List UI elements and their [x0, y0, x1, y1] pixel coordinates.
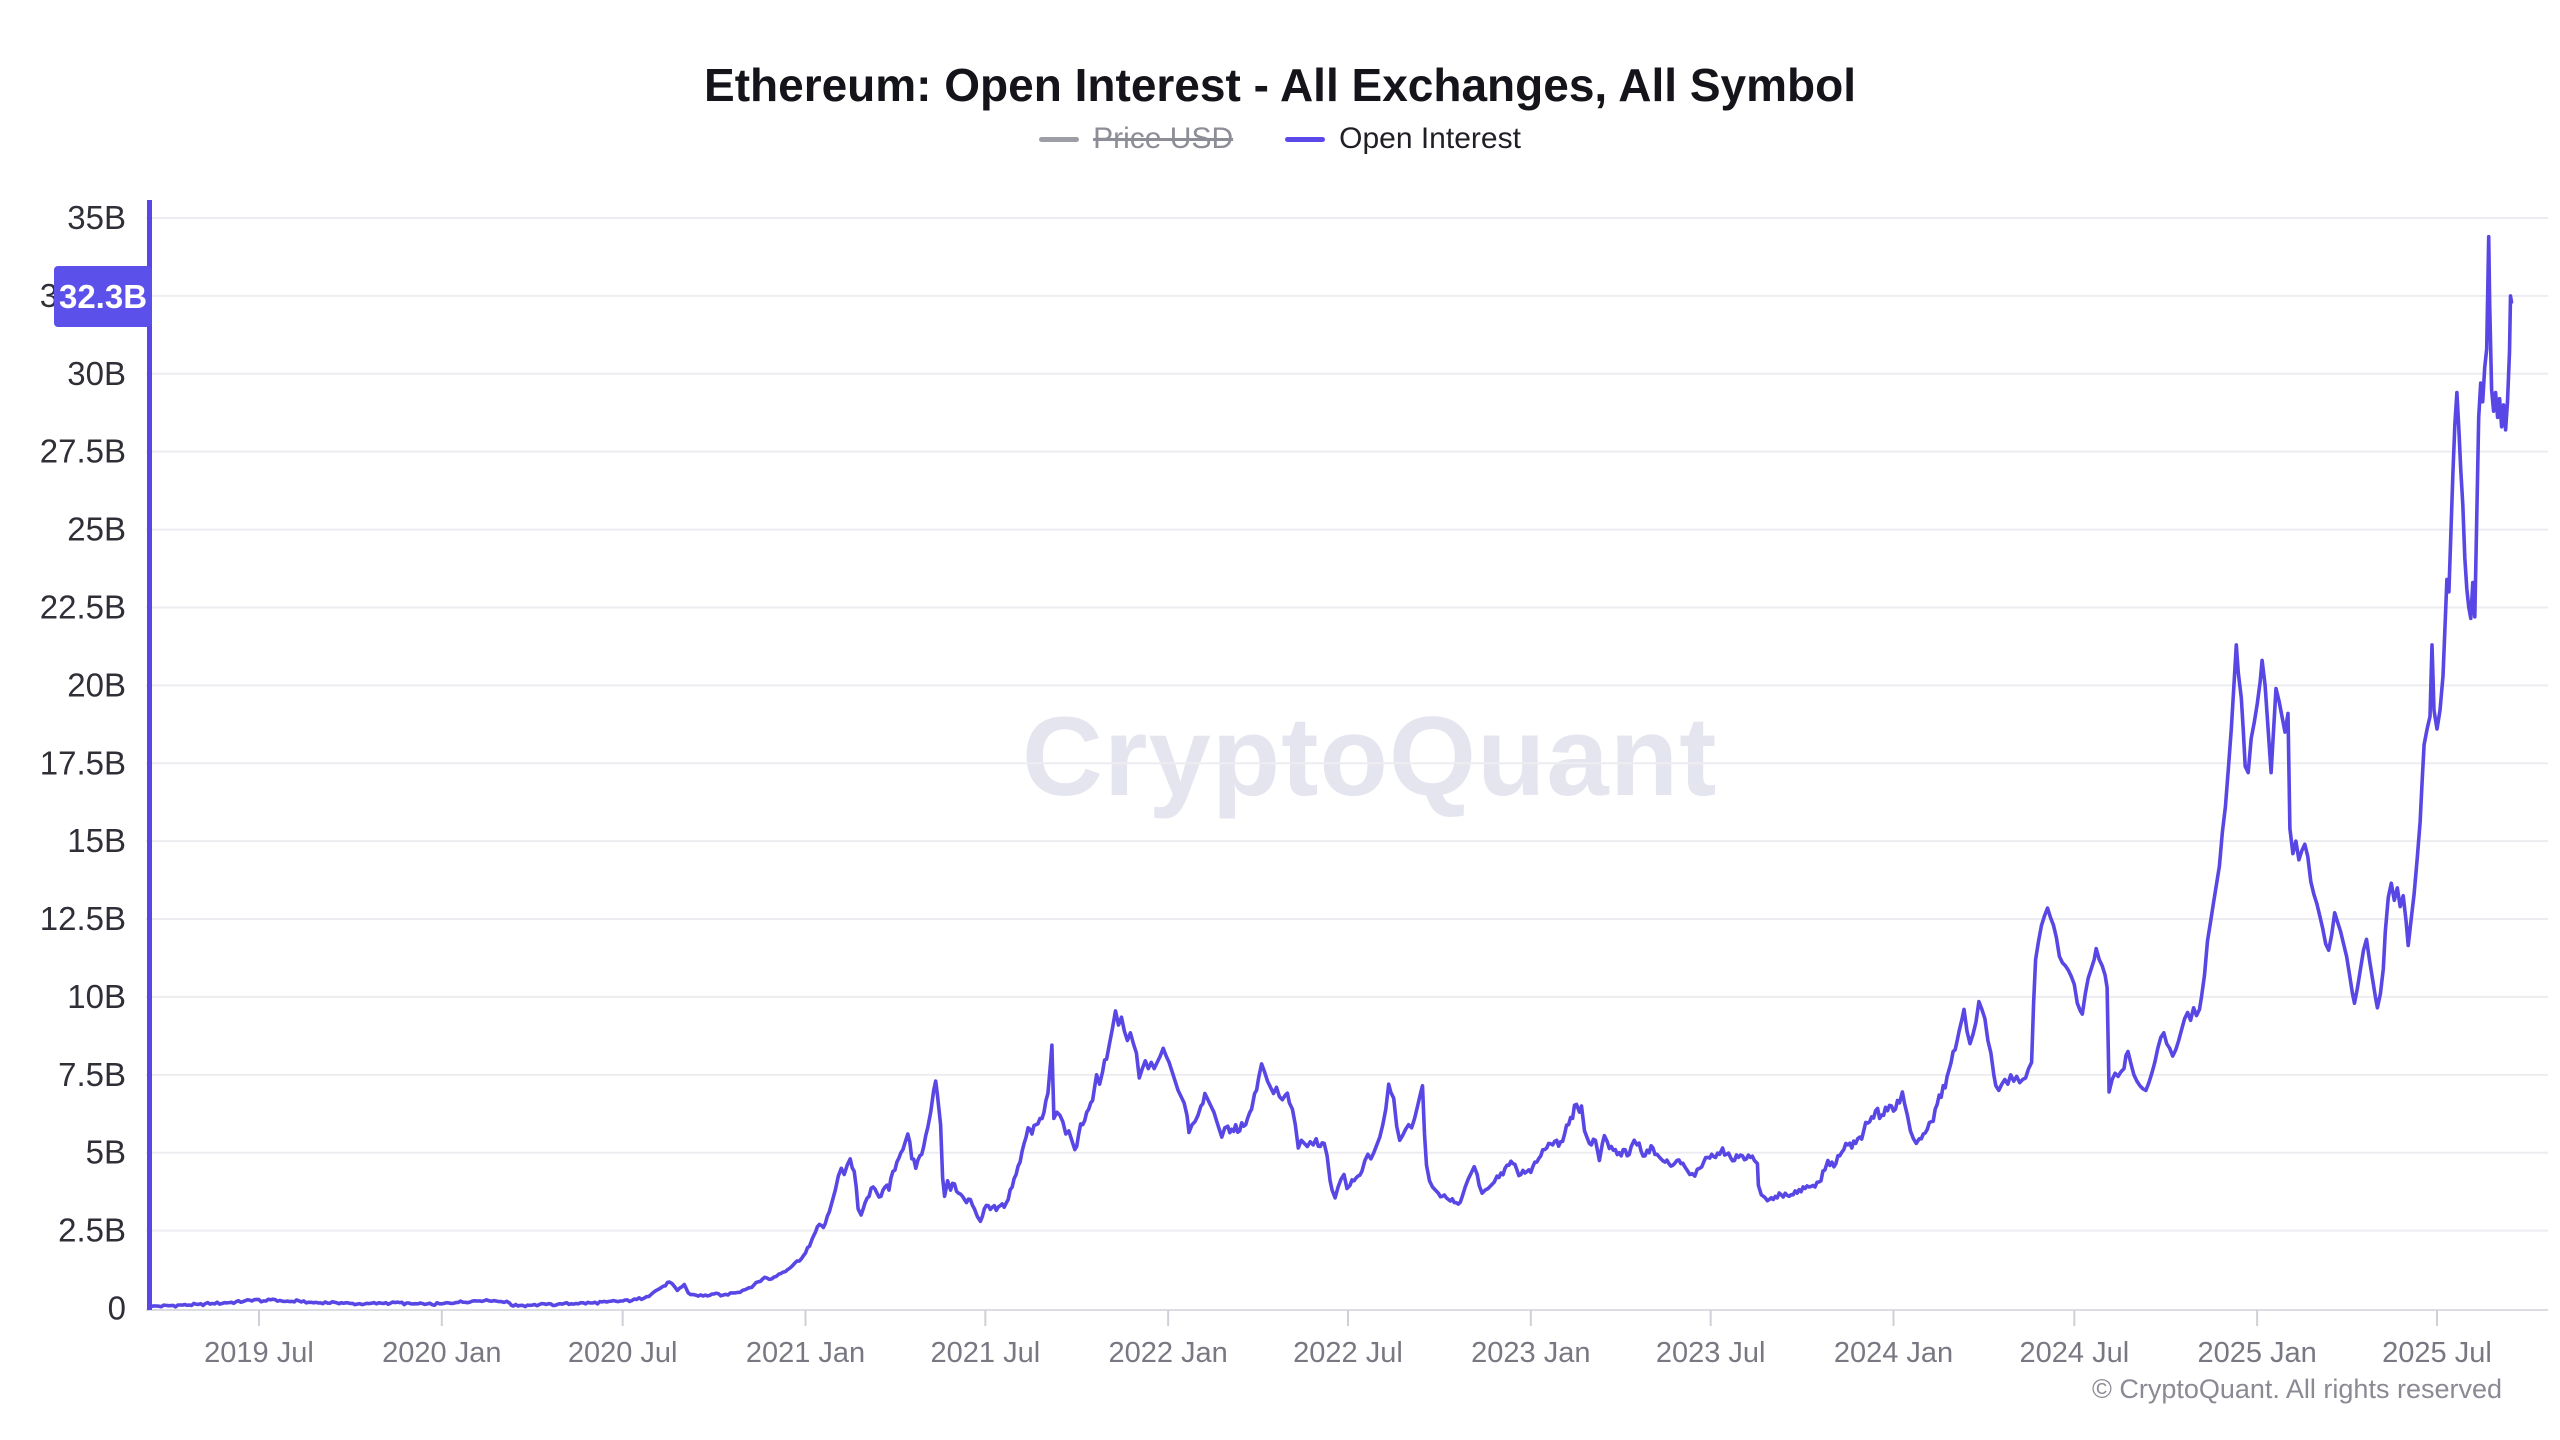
x-tick-label: 2024 Jan: [1834, 1337, 1953, 1369]
y-tick-label: 30B: [67, 355, 126, 392]
y-tick-label: 7.5B: [58, 1056, 126, 1093]
legend-label-price-usd: Price USD: [1093, 122, 1234, 155]
x-tick-label: 2021 Jul: [931, 1337, 1041, 1369]
x-tick-label: 2022 Jul: [1293, 1337, 1403, 1369]
x-tick-label: 2025 Jul: [2382, 1337, 2492, 1369]
x-tick-label: 2025 Jan: [2197, 1337, 2316, 1369]
y-tick-label: 20B: [67, 666, 126, 703]
x-tick-label: 2020 Jul: [568, 1337, 678, 1369]
y-tick-label: 35B: [67, 199, 126, 236]
x-tick-label: 2022 Jan: [1108, 1337, 1227, 1369]
y-tick-label: 17.5B: [40, 744, 126, 781]
legend-item-open-interest[interactable]: Open Interest: [1285, 122, 1521, 156]
open-interest-line-swatch-icon: [1285, 136, 1326, 142]
open-interest-line: [149, 234, 2514, 1309]
y-tick-label: 0: [108, 1290, 126, 1327]
y-tick-label: 2.5B: [58, 1212, 126, 1249]
y-tick-label: 22.5B: [40, 588, 126, 625]
y-tick-label: 15B: [67, 822, 126, 859]
x-tick-label: 2020 Jan: [382, 1337, 501, 1369]
legend: Price USD Open Interest: [0, 122, 2560, 156]
chart-title: Ethereum: Open Interest - All Exchanges,…: [704, 59, 1856, 111]
legend-label-open-interest: Open Interest: [1339, 122, 1521, 155]
legend-item-price-usd[interactable]: Price USD: [1039, 122, 1233, 156]
y-tick-label: 27.5B: [40, 433, 126, 470]
y-tick-label: 5B: [86, 1134, 126, 1171]
x-tick-label: 2023 Jul: [1656, 1337, 1766, 1369]
current-value-badge: 32.3B: [54, 266, 152, 327]
y-tick-label: 10B: [67, 978, 126, 1015]
x-tick-label: 2023 Jan: [1471, 1337, 1590, 1369]
y-tick-label: 12.5B: [40, 900, 126, 937]
copyright-notice: © CryptoQuant. All rights reserved: [2091, 1374, 2502, 1404]
x-tick-label: 2024 Jul: [2020, 1337, 2130, 1369]
y-tick-label: 25B: [67, 511, 126, 548]
x-tick-label: 2021 Jan: [746, 1337, 865, 1369]
price-usd-line-swatch-icon: [1039, 136, 1080, 142]
x-tick-label: 2019 Jul: [204, 1337, 314, 1369]
